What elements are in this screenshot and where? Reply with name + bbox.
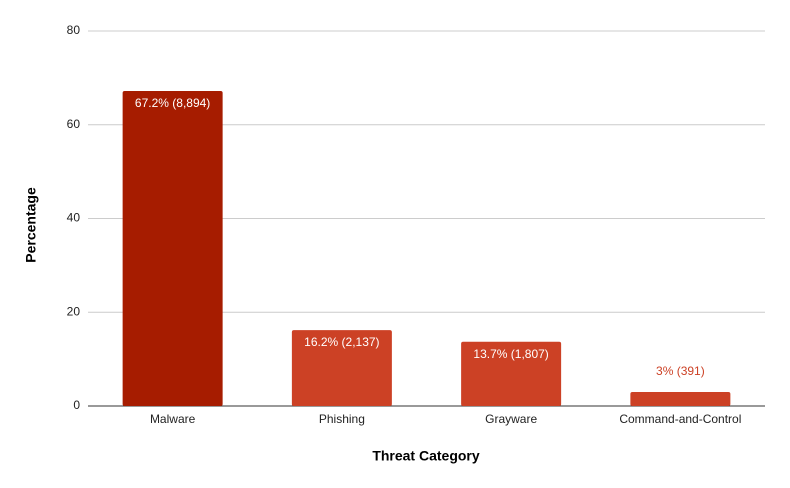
value-label: 3% (391): [656, 364, 705, 378]
bar: [122, 91, 223, 406]
y-tick-label: 60: [67, 117, 81, 131]
y-tick-label: 0: [73, 398, 80, 412]
x-tick-label: Malware: [150, 412, 196, 426]
x-tick-label: Phishing: [319, 412, 365, 426]
y-tick-label: 20: [67, 304, 81, 318]
value-label: 67.2% (8,894): [135, 96, 210, 110]
y-tick-label: 40: [67, 211, 81, 225]
x-axis-title: Threat Category: [372, 448, 480, 464]
bar: [630, 391, 731, 406]
y-tick-label: 80: [67, 23, 81, 37]
bar: [461, 341, 562, 406]
value-label: 16.2% (2,137): [304, 335, 379, 349]
bar: [291, 330, 392, 406]
y-axis-title: Percentage: [23, 187, 39, 263]
value-label: 13.7% (1,807): [473, 347, 548, 361]
x-tick-label: Grayware: [485, 412, 537, 426]
x-tick-label: Command-and-Control: [619, 412, 741, 426]
